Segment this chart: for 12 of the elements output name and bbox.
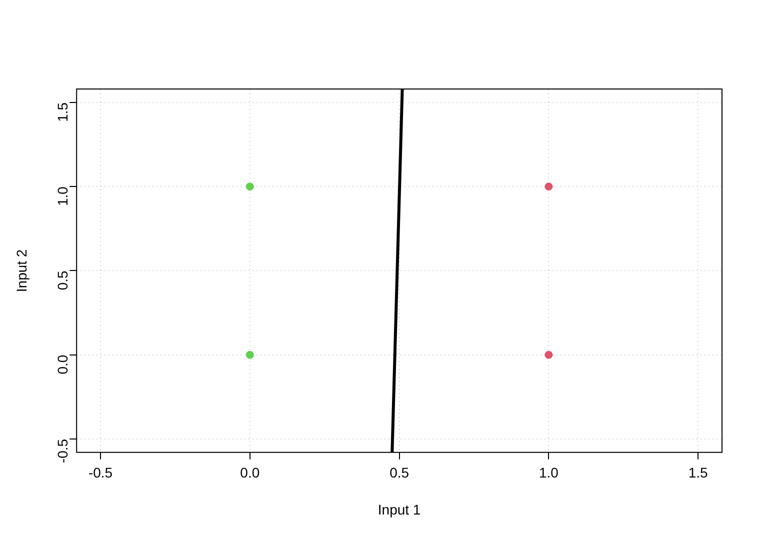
y-tick-label: -0.5 xyxy=(54,438,70,464)
x-tick-label: 1.5 xyxy=(688,464,708,481)
x-tick-label: 0.0 xyxy=(240,464,260,481)
x-axis-title: Input 1 xyxy=(378,501,421,518)
y-tick-label: 0.0 xyxy=(54,354,70,374)
x-tick-label: 1.0 xyxy=(538,464,559,481)
x-tick-label: 0.5 xyxy=(390,464,410,481)
x-tick-label: -0.5 xyxy=(88,464,113,481)
y-tick-label: 1.0 xyxy=(54,186,70,206)
y-tick-label: 0.5 xyxy=(54,270,70,290)
y-axis-title: Input 2 xyxy=(13,249,30,292)
y-tick-label: 1.5 xyxy=(54,102,70,122)
